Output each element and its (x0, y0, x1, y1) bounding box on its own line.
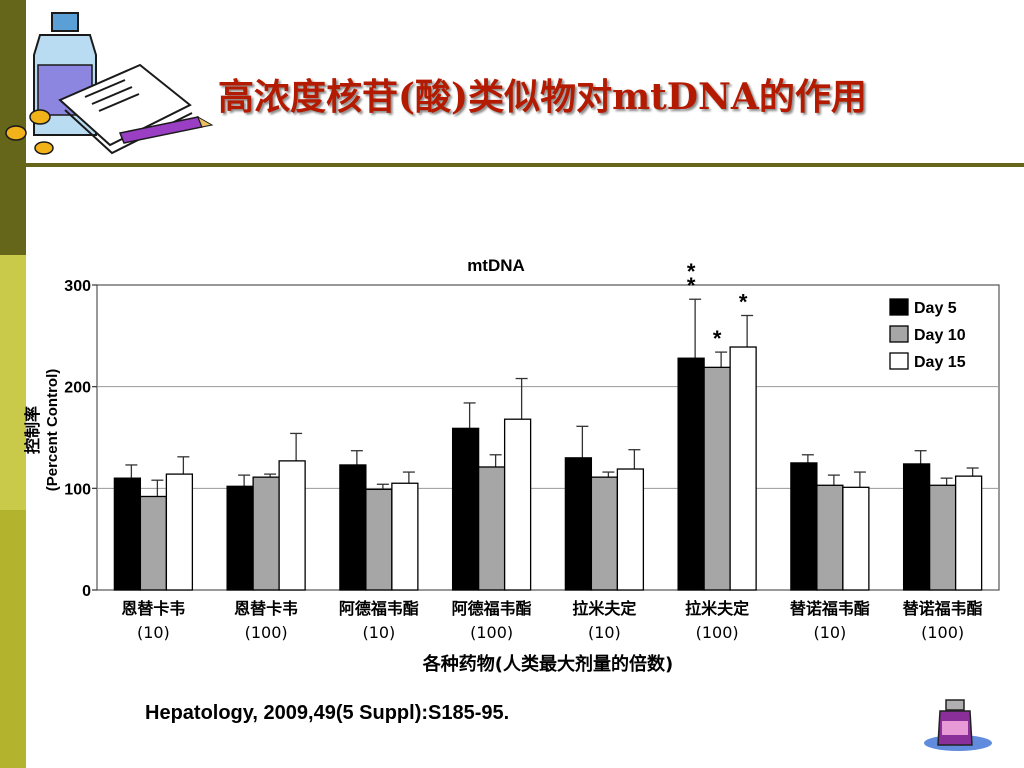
x-tick-dose-label: (100) (921, 623, 964, 642)
bar-day-10 (365, 488, 393, 591)
slide-title: 高浓度核苷(酸)类似物对mtDNA的作用 (218, 76, 867, 118)
left-accent-bar-bottom (0, 510, 26, 768)
x-tick-label: 恩替卡韦 (234, 599, 298, 618)
significance-marker: * (739, 290, 748, 315)
x-tick-label: 阿德福韦酯 (452, 599, 532, 618)
bar-day-15 (503, 418, 532, 591)
bar-day-5 (113, 477, 142, 591)
y-axis-label-cn: 控制率 (23, 406, 42, 454)
bar-day-5 (902, 463, 931, 591)
bar-day-5 (790, 462, 818, 591)
y-tick-label: 200 (64, 380, 91, 397)
bar-day-5 (451, 427, 480, 591)
x-tick-dose-label: (10) (813, 623, 846, 642)
x-tick-dose-label: (10) (588, 623, 621, 642)
legend-swatch (889, 325, 909, 343)
legend-label: Day 5 (914, 300, 957, 317)
bar-day-5 (564, 457, 593, 591)
bar-day-15 (616, 468, 645, 591)
x-tick-label: 拉米夫定 (685, 599, 749, 618)
bar-day-15 (165, 473, 194, 591)
significance-marker: * (713, 326, 722, 351)
bar-day-15 (391, 482, 419, 591)
x-tick-dose-label: (100) (245, 623, 288, 642)
bar-day-15 (278, 460, 306, 591)
x-tick-dose-label: (100) (470, 623, 513, 642)
bar-day-15 (954, 475, 983, 591)
chart-title: mtDNA (467, 256, 525, 275)
medicine-bottle-pills-document-icon (5, 12, 214, 155)
y-tick-label: 300 (64, 278, 91, 295)
bar-day-10 (703, 366, 731, 591)
bar-day-10 (590, 476, 619, 591)
x-tick-dose-label: (10) (362, 623, 395, 642)
x-tick-label: 替诺福韦酯 (790, 599, 870, 618)
legend-label: Day 10 (914, 327, 966, 344)
x-tick-dose-label: (10) (137, 623, 170, 642)
y-tick-label: 0 (82, 583, 91, 600)
legend-label: Day 15 (914, 354, 966, 371)
bar-day-10 (139, 495, 168, 591)
x-tick-label: 恩替卡韦 (121, 599, 185, 618)
y-axis-label: (Percent Control) (44, 369, 61, 492)
bar-day-10 (816, 484, 844, 591)
legend-swatch (889, 352, 909, 370)
bar-day-10 (928, 484, 957, 591)
x-tick-label: 拉米夫定 (572, 599, 636, 618)
title-divider (26, 163, 1024, 167)
bar-day-15 (842, 486, 870, 591)
medicine-bottle-icon (924, 699, 992, 751)
citation: Hepatology, 2009,49(5 Suppl):S185-95. (145, 702, 510, 724)
bar-day-10 (477, 466, 506, 591)
bar-day-15 (729, 346, 757, 591)
significance-marker: * (687, 273, 696, 298)
left-accent-bar-middle (0, 255, 26, 510)
legend-swatch (889, 298, 909, 316)
bar-day-10 (252, 476, 280, 591)
y-tick-label: 100 (64, 481, 91, 498)
x-axis-label: 各种药物(人类最大剂量的倍数) (422, 653, 673, 675)
x-tick-label: 替诺福韦酯 (903, 599, 983, 618)
x-tick-dose-label: (100) (696, 623, 739, 642)
bar-day-5 (339, 464, 367, 591)
significance-marker: * (687, 259, 696, 284)
bar-day-5 (226, 485, 254, 591)
x-tick-label: 阿德福韦酯 (339, 599, 419, 618)
mtdna-bar-chart: 0 100 200 300 mtDNA 控制率 (Percent Control) 恩替卡韦 (… (23, 256, 1000, 675)
bar-day-5 (677, 357, 705, 591)
